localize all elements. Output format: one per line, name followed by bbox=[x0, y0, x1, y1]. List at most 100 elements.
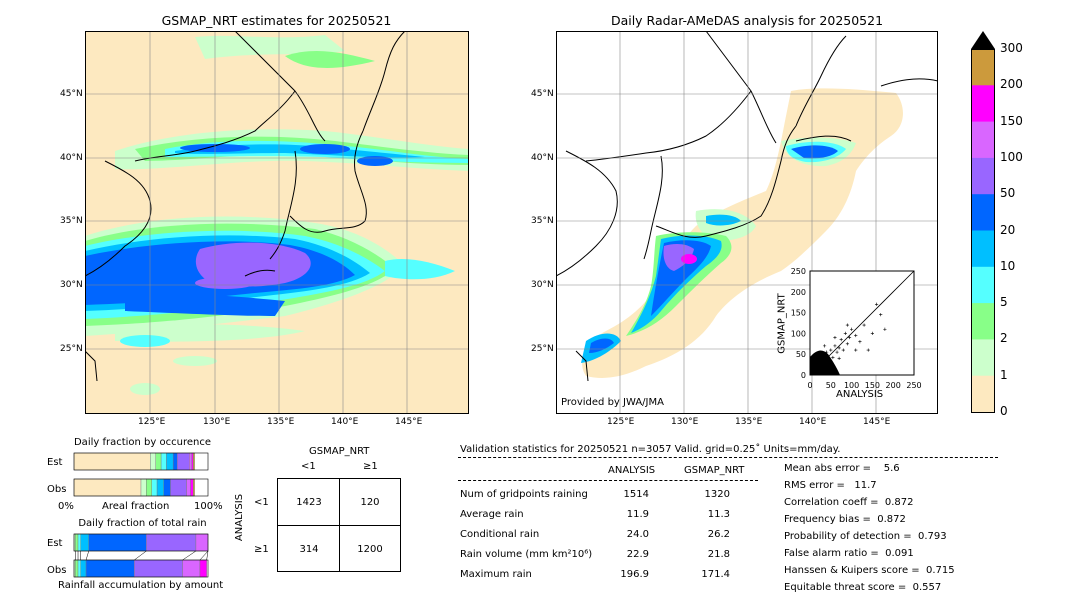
colorbar-label: 0 bbox=[1000, 404, 1008, 418]
scatter-ytick: 50 bbox=[796, 350, 806, 359]
stat-label-gridpoints: Num of gridpoints raining bbox=[460, 489, 588, 500]
scatter-point bbox=[874, 302, 879, 306]
right-lon-label-125: 125°E bbox=[607, 417, 635, 427]
contingency-col-lt1: <1 bbox=[301, 461, 316, 472]
score-hk: Hanssen & Kuipers score = 0.715 bbox=[784, 565, 955, 576]
contingency-row-ge1: ≥1 bbox=[254, 544, 269, 555]
left-lat-label-30: 30°N bbox=[60, 280, 83, 290]
stat-analysis-gridpoints: 1514 bbox=[623, 489, 649, 500]
right-lon-label-130: 130°E bbox=[671, 417, 699, 427]
bar-segment-est bbox=[189, 452, 193, 471]
left-lat-label-40: 40°N bbox=[60, 153, 83, 163]
right-lat-label-30: 30°N bbox=[531, 280, 554, 290]
colorbar-segment bbox=[971, 49, 994, 86]
bar-segment-obs bbox=[73, 478, 142, 497]
scatter-point bbox=[879, 313, 883, 317]
bar-segment-obs bbox=[80, 559, 87, 578]
scatter-ytick: 250 bbox=[791, 267, 806, 276]
scatter-xtick: 50 bbox=[826, 381, 836, 390]
validation-col-analysis: ANALYSIS bbox=[608, 465, 656, 476]
colorbar-label: 2 bbox=[1000, 331, 1008, 346]
left-lat-label-35: 35°N bbox=[60, 216, 83, 226]
bar-segment-est bbox=[176, 452, 190, 471]
right-lat-label-25: 25°N bbox=[531, 344, 554, 354]
colorbar-label: 50 bbox=[1000, 186, 1016, 201]
scatter-point bbox=[831, 355, 835, 360]
scatter-point bbox=[847, 335, 852, 340]
score-pod: Probability of detection = 0.793 bbox=[784, 531, 947, 542]
colorbar-label: 300 bbox=[1000, 41, 1023, 55]
left-lon-label-140: 140°E bbox=[331, 417, 359, 427]
scatter-point bbox=[870, 331, 874, 335]
bar-segment-obs bbox=[151, 478, 158, 497]
colorbar-segment bbox=[971, 230, 994, 268]
scatter-point bbox=[883, 327, 887, 331]
bar-segment-obs bbox=[170, 478, 187, 497]
contingency-table: 1423 120 314 1200 bbox=[277, 478, 401, 572]
left-lat-label-45: 45°N bbox=[60, 89, 83, 99]
colorbar-label: 5 bbox=[1000, 295, 1008, 310]
scatter-point bbox=[845, 342, 850, 346]
right-map-title: Daily Radar-AMeDAS analysis for 20250521 bbox=[610, 13, 884, 28]
scatter-point bbox=[833, 344, 837, 348]
colorbar-segment bbox=[971, 303, 994, 340]
colorbar-label: 100 bbox=[1000, 149, 1023, 164]
scatter-xtick: 150 bbox=[865, 381, 880, 390]
stat-gsmap-maximum: 171.4 bbox=[701, 569, 730, 580]
bar-segment-est bbox=[191, 452, 194, 471]
colorbar-segment bbox=[971, 85, 994, 123]
right-lat-label-45: 45°N bbox=[531, 89, 554, 99]
colorbar-segment bbox=[971, 157, 994, 195]
bar-segment-est bbox=[195, 533, 209, 552]
bar-segment-est bbox=[160, 452, 167, 471]
contingency-row-lt1: <1 bbox=[254, 497, 269, 508]
score-correlation: Correlation coeff = 0.872 bbox=[784, 497, 914, 508]
bar-outline-obs bbox=[73, 559, 209, 578]
scatter-xtick: 100 bbox=[844, 381, 859, 390]
colorbar-label: 200 bbox=[1000, 77, 1023, 92]
scatter-points bbox=[810, 302, 887, 376]
scatter-point bbox=[833, 335, 837, 340]
bar-segment-obs bbox=[193, 478, 195, 497]
occurrence-row-est: Est bbox=[47, 457, 63, 468]
bar-segment-obs bbox=[163, 478, 171, 497]
bar-segment-est bbox=[73, 452, 151, 471]
right-rain-field bbox=[581, 88, 903, 378]
right-lon-label-135: 135°E bbox=[735, 417, 763, 427]
scatter-ytick: 150 bbox=[791, 309, 806, 318]
stat-analysis-conditional: 24.0 bbox=[626, 529, 649, 540]
stat-label-conditional: Conditional rain bbox=[460, 529, 540, 540]
validation-divider bbox=[458, 457, 998, 458]
colorbar-label: 20 bbox=[1000, 222, 1016, 237]
occurrence-title: Daily fraction by occurence bbox=[73, 437, 211, 448]
scatter-point bbox=[835, 350, 839, 354]
bar-connector bbox=[134, 550, 147, 561]
score-frequency-bias: Frequency bias = 0.872 bbox=[784, 514, 906, 525]
left-coastlines bbox=[85, 31, 406, 382]
occurrence-row-obs: Obs bbox=[47, 484, 67, 495]
contingency-cell-11: 1423 bbox=[296, 496, 322, 508]
scatter-point bbox=[866, 348, 870, 352]
bar-segment-obs bbox=[182, 559, 201, 578]
right-lat-label-35: 35°N bbox=[531, 216, 554, 226]
scatter-point bbox=[822, 344, 827, 348]
scatter-point bbox=[829, 348, 833, 352]
scatter-xtick: 200 bbox=[886, 381, 901, 390]
left-map bbox=[85, 31, 469, 414]
score-far: False alarm ratio = 0.091 bbox=[784, 548, 914, 559]
stat-analysis-average: 11.9 bbox=[626, 509, 649, 520]
bar-segment-est bbox=[155, 452, 162, 471]
scatter-ytick: 200 bbox=[791, 288, 806, 297]
bar-segment-est bbox=[75, 533, 79, 552]
scatter-inset: 00 50 50 100 100 150 150 200 200 250 250 bbox=[791, 267, 922, 390]
score-ets: Equitable threat score = 0.557 bbox=[784, 582, 942, 593]
colorbar-segment bbox=[971, 339, 994, 377]
score-rmse: RMS error = 11.7 bbox=[784, 480, 877, 491]
scatter-point bbox=[843, 331, 847, 335]
total-rain-footer: Rainfall accumulation by amount bbox=[58, 580, 224, 591]
bar-outline-est bbox=[73, 533, 209, 552]
colorbar-label: 150 bbox=[1000, 113, 1023, 128]
contingency-title: GSMAP_NRT bbox=[309, 446, 370, 457]
stat-analysis-volume: 22.9 bbox=[626, 549, 649, 560]
bar-segment-est bbox=[166, 452, 174, 471]
